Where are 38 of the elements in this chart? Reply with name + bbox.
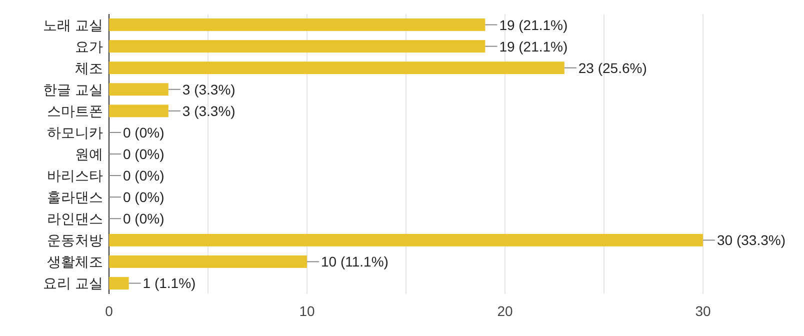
data-label: 0 (0%) [123, 146, 164, 162]
data-label: 19 (21.1%) [499, 16, 568, 33]
data-label: 19 (21.1%) [499, 38, 568, 54]
bar [109, 255, 307, 268]
data-label: 3 (3.3%) [182, 81, 236, 98]
y-tick-label: 생활체조 [47, 254, 103, 270]
bar [109, 276, 129, 290]
data-label: 1 (1.1%) [142, 275, 196, 292]
y-tick-label: 스마트폰 [47, 102, 103, 119]
y-tick-label: 한글 교실 [43, 81, 103, 98]
bar [109, 18, 486, 32]
y-tick-label: 요리 교실 [43, 275, 103, 292]
y-tick-label: 하모니카 [47, 124, 103, 140]
x-tick-label: 20 [497, 303, 513, 319]
y-tick-label: 훌라댄스 [47, 189, 103, 206]
data-label: 0 (0%) [123, 168, 164, 184]
bar [109, 83, 168, 96]
bar [109, 104, 168, 118]
y-tick-label: 운동처방 [47, 232, 103, 248]
data-label: 30 (33.3%) [717, 232, 786, 248]
y-tick-label: 체조 [75, 60, 103, 76]
bar [109, 40, 486, 53]
data-label: 0 (0%) [123, 210, 164, 227]
y-tick-label: 라인댄스 [47, 210, 103, 227]
y-tick-label: 원예 [75, 146, 103, 162]
bar [109, 62, 564, 74]
data-label: 23 (25.6%) [578, 60, 647, 76]
y-tick-label: 바리스타 [47, 168, 103, 184]
x-tick-label: 10 [299, 303, 315, 319]
data-label: 3 (3.3%) [182, 102, 236, 119]
y-tick-label: 노래 교실 [43, 16, 103, 33]
data-label: 0 (0%) [123, 124, 164, 140]
bar [109, 234, 703, 246]
data-label: 0 (0%) [123, 189, 164, 206]
y-tick-label: 요가 [75, 38, 103, 54]
x-tick-label: 30 [695, 303, 711, 319]
data-label: 10 (11.1%) [321, 254, 388, 270]
x-tick-label: 0 [105, 303, 114, 319]
